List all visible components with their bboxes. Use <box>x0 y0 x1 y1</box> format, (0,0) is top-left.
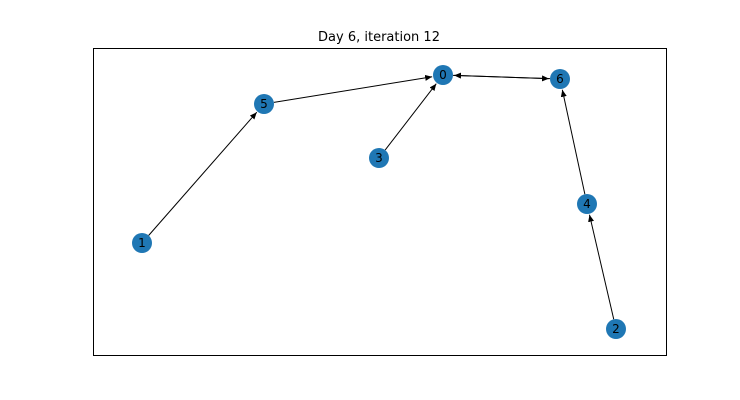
node-2: 2 <box>606 319 626 339</box>
node-circle <box>577 194 597 214</box>
node-circle <box>550 69 570 89</box>
edge-5-to-0 <box>273 74 433 103</box>
edge-3-to-0 <box>384 83 437 151</box>
node-label: 3 <box>375 151 383 165</box>
chart-title: Day 6, iteration 12 <box>318 30 440 45</box>
edges-layer <box>148 72 615 320</box>
node-6: 6 <box>550 69 570 89</box>
node-0: 0 <box>433 65 453 85</box>
node-1: 1 <box>132 233 152 253</box>
nodes-layer: 0 1 2 3 4 5 6 <box>132 65 626 339</box>
node-4: 4 <box>577 194 597 214</box>
node-label: 5 <box>260 97 268 111</box>
node-circle <box>433 65 453 85</box>
edge-2-to-4 <box>588 214 615 320</box>
node-label: 6 <box>556 72 564 86</box>
node-circle <box>369 148 389 168</box>
node-label: 0 <box>439 68 447 82</box>
node-circle <box>254 94 274 114</box>
edge-6-to-0 <box>453 72 551 80</box>
node-5: 5 <box>254 94 274 114</box>
edge-4-to-6 <box>560 89 586 195</box>
edge-1-to-5 <box>148 111 258 236</box>
node-3: 3 <box>369 148 389 168</box>
plot-frame <box>93 48 667 356</box>
node-label: 2 <box>612 322 620 336</box>
node-circle <box>606 319 626 339</box>
node-label: 4 <box>583 197 591 211</box>
node-label: 1 <box>138 236 146 250</box>
node-circle <box>132 233 152 253</box>
